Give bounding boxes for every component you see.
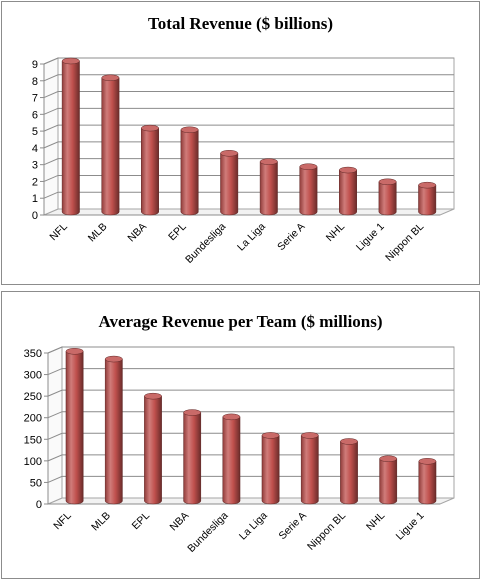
- bar: [261, 432, 280, 505]
- bar: [144, 392, 162, 505]
- x-tick-label: EPL: [166, 221, 189, 244]
- y-tick-label: 150: [24, 434, 42, 446]
- x-tick-label: NFL: [47, 221, 70, 244]
- y-tick-label: 6: [32, 109, 38, 121]
- x-tick-label: Ligue 1: [354, 221, 387, 254]
- x-tick-label: Nippon BL: [383, 221, 426, 264]
- bar: [378, 178, 397, 216]
- x-tick-label: La Liga: [235, 221, 268, 254]
- x-tick-label: Nippon BL: [305, 510, 348, 553]
- y-tick-label: 100: [24, 456, 42, 468]
- gridline: [47, 454, 454, 462]
- y-tick-label: 5: [32, 126, 38, 138]
- gridline: [47, 411, 454, 419]
- gridline: [47, 475, 454, 483]
- bar: [104, 355, 123, 505]
- y-tick-label: 4: [32, 143, 38, 155]
- x-tick-label: MLB: [86, 221, 110, 245]
- x-tick-label: MLB: [89, 510, 113, 534]
- bar: [259, 158, 278, 216]
- bar: [65, 348, 84, 505]
- chart-panel-average-revenue: Average Revenue per Team ($ millions) 0 5…: [1, 291, 480, 579]
- bar: [340, 438, 358, 505]
- bar: [418, 458, 437, 505]
- y-tick-label: 1: [32, 193, 38, 205]
- x-tick-label: NHL: [324, 221, 347, 244]
- gridline: [47, 389, 454, 397]
- y-tick-label: 250: [24, 391, 42, 403]
- y-tick-label: 2: [32, 176, 38, 188]
- chart-panel-total-revenue: Total Revenue ($ billions) 0 1 2 3 4 5 6 7 8 9 NFL…: [1, 1, 480, 285]
- gridline: [47, 432, 454, 440]
- bar: [300, 432, 319, 505]
- y-tick-label: 3: [32, 160, 38, 172]
- bar: [418, 181, 437, 216]
- bar: [101, 74, 120, 216]
- gridline: [43, 74, 454, 82]
- gridline: [43, 91, 454, 99]
- x-tick-label: Ligue 1: [394, 510, 427, 543]
- chart-title: Average Revenue per Team ($ millions): [98, 312, 383, 331]
- gridline: [43, 141, 454, 149]
- gridline: [47, 346, 454, 354]
- bar: [299, 163, 318, 216]
- x-tick-label: NHL: [364, 510, 387, 533]
- y-tick-label: 50: [30, 477, 42, 489]
- y-tick-label: 9: [32, 59, 38, 71]
- bar: [222, 413, 241, 505]
- gridline: [43, 107, 454, 115]
- x-tick-label: NBA: [168, 510, 192, 534]
- x-tick-label: Bundesliga: [183, 221, 228, 266]
- y-tick-label: 8: [32, 76, 38, 88]
- bar: [141, 124, 159, 216]
- y-tick-label: 0: [36, 499, 42, 511]
- bar: [339, 166, 357, 216]
- bar: [180, 126, 199, 216]
- bar: [220, 150, 239, 216]
- x-tick-label: EPL: [130, 510, 153, 533]
- x-tick-label: NBA: [125, 221, 149, 245]
- y-tick-label: 350: [24, 348, 42, 360]
- gridline: [47, 368, 454, 376]
- gridline: [43, 124, 454, 132]
- y-tick-label: 200: [24, 413, 42, 425]
- y-tick-label: 300: [24, 370, 42, 382]
- bar: [61, 57, 80, 216]
- x-tick-label: NFL: [51, 510, 74, 533]
- gridline: [43, 174, 454, 182]
- x-tick-label: Serie A: [275, 221, 307, 253]
- gridline: [43, 191, 454, 199]
- gridline: [43, 57, 454, 65]
- bar: [379, 455, 398, 505]
- x-tick-label: Serie A: [276, 510, 308, 542]
- chart-title: Total Revenue ($ billions): [148, 14, 333, 33]
- gridline: [43, 158, 454, 166]
- bar: [183, 409, 202, 505]
- x-tick-label: Bundesliga: [185, 510, 230, 555]
- y-tick-label: 0: [32, 210, 38, 222]
- bar-chart-average-revenue: 0 50 100 150 200 250 300 350 NFL MLB EPL NBABundesl…: [24, 346, 455, 555]
- y-tick-label: 7: [32, 93, 38, 105]
- x-tick-label: La Liga: [237, 510, 270, 543]
